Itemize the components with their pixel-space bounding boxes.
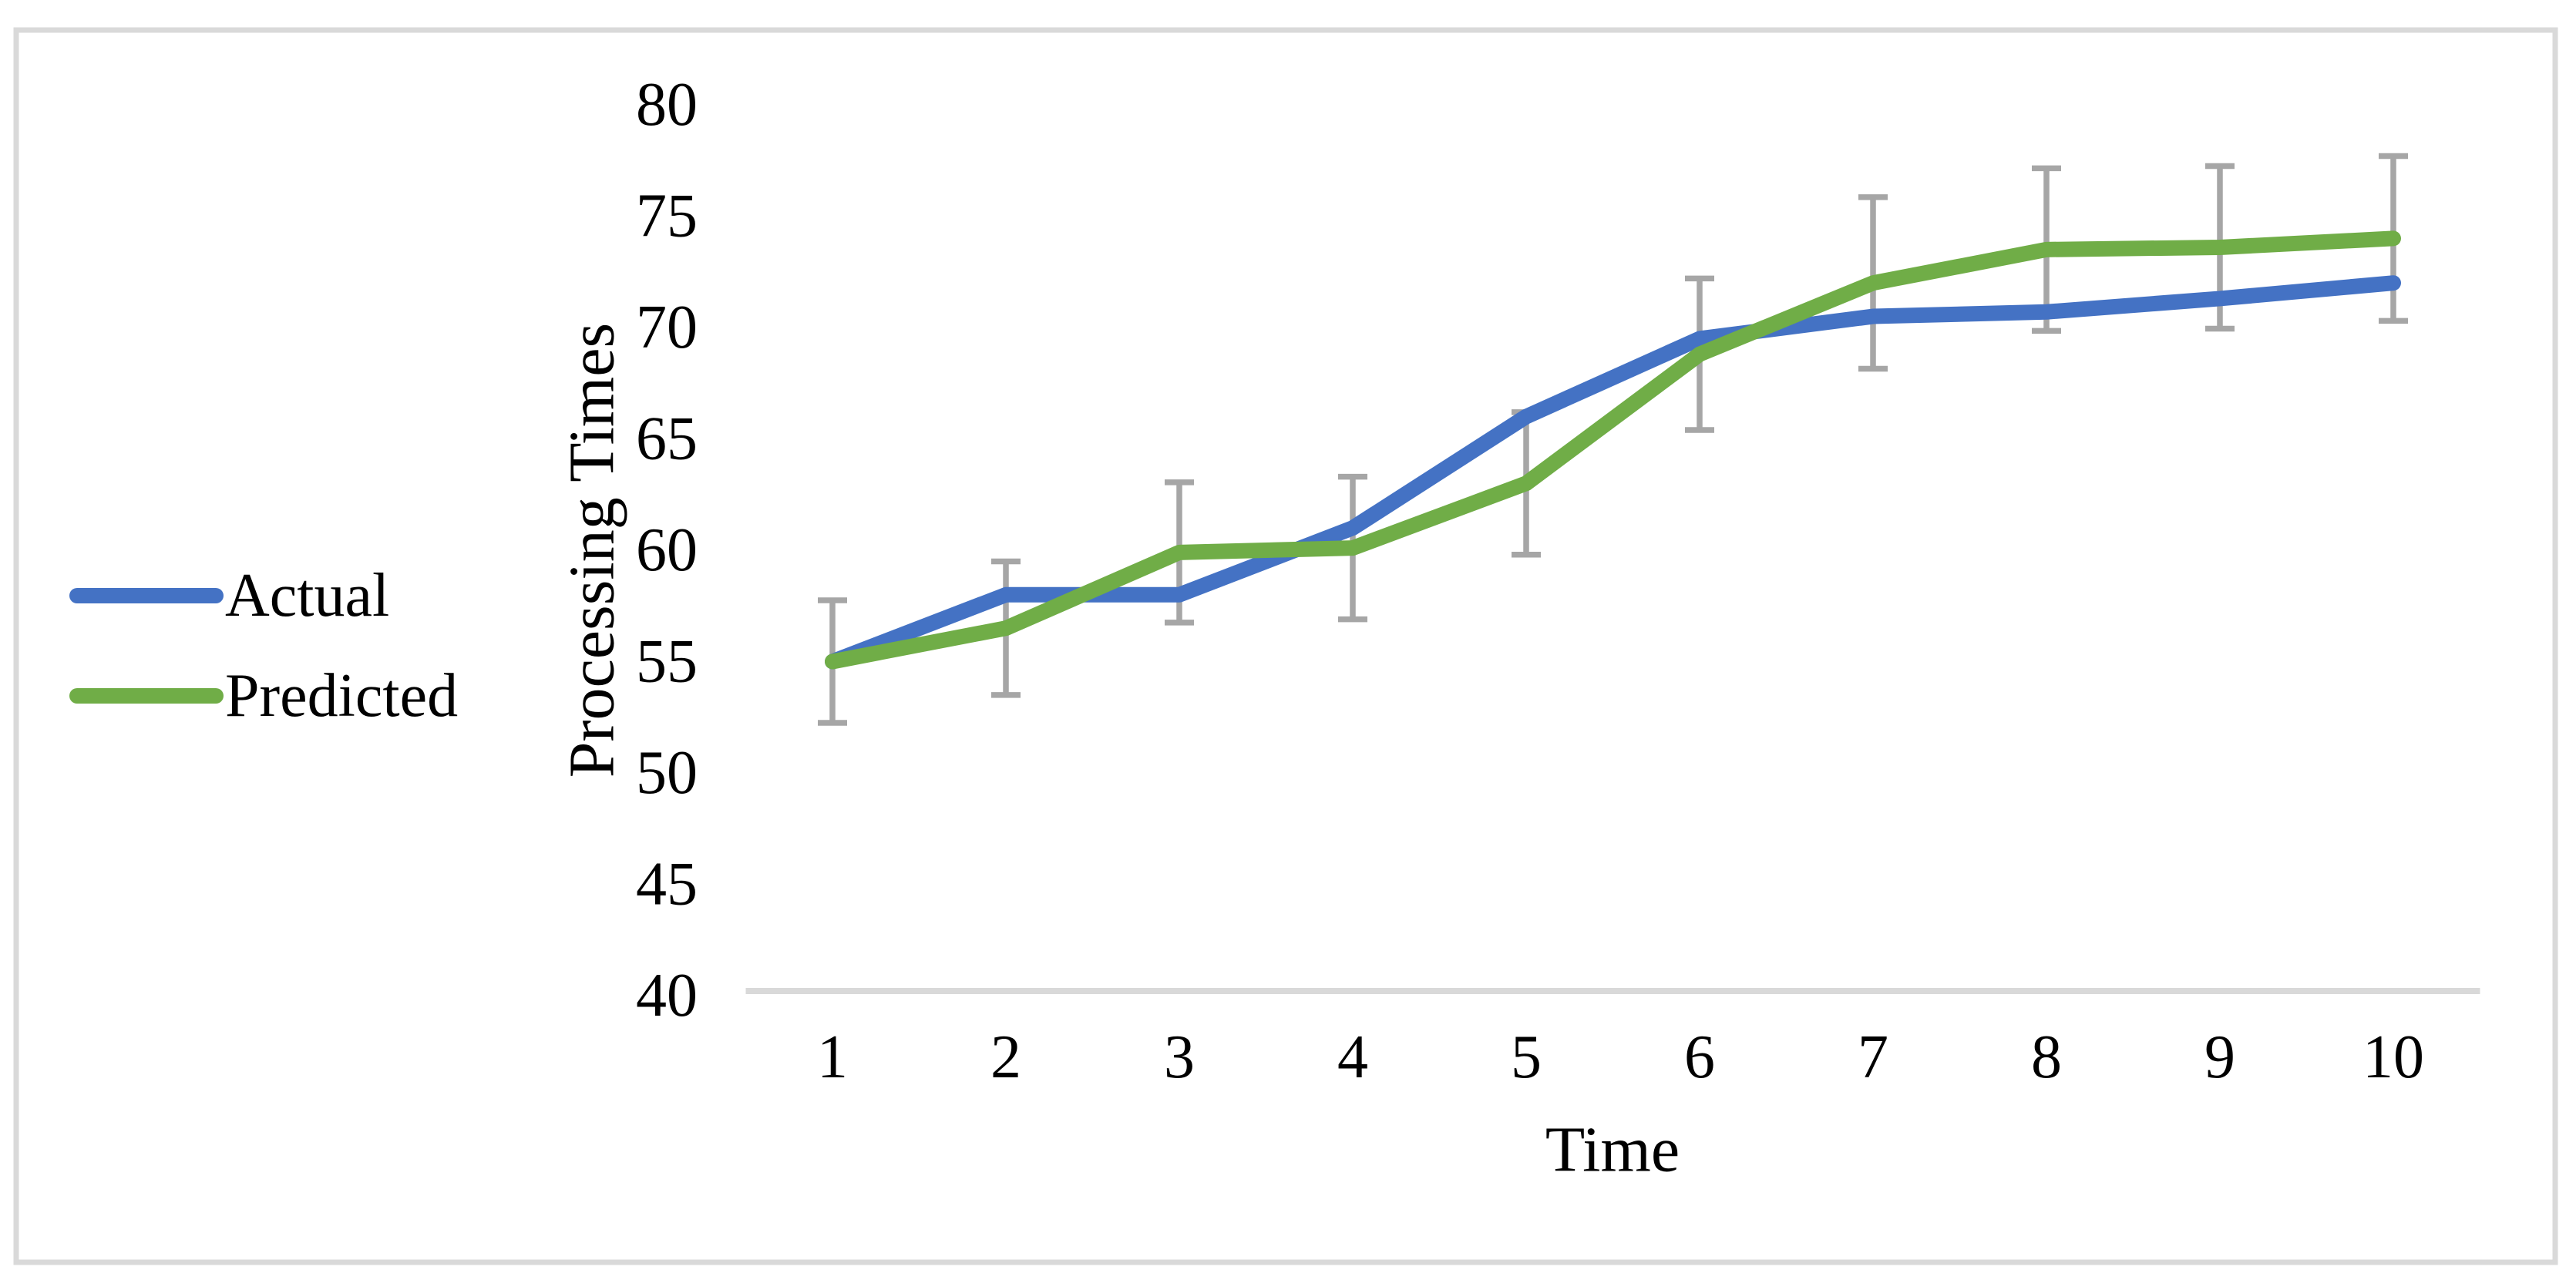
y-tick-label: 70 (636, 294, 698, 361)
y-tick-label: 40 (636, 962, 698, 1030)
legend-label-actual: Actual (225, 562, 389, 630)
x-tick-label: 2 (990, 1023, 1021, 1091)
y-axis-title: Processing Times (557, 323, 628, 778)
x-tick-label: 4 (1337, 1023, 1368, 1091)
legend-label-predicted: Predicted (225, 662, 458, 730)
x-tick-label: 10 (2362, 1023, 2424, 1091)
series-lines-group (825, 230, 2401, 670)
legend: Actual Predicted (69, 562, 458, 730)
x-axis-title: Time (1545, 1114, 1680, 1186)
x-tick-label: 1 (817, 1023, 848, 1091)
y-tick-label: 45 (636, 851, 698, 919)
series-line-predicted (825, 230, 2401, 670)
x-tick-label: 5 (1511, 1023, 1542, 1091)
y-tick-label: 80 (636, 71, 698, 139)
y-tick-label: 55 (636, 628, 698, 696)
x-tick-label: 8 (2031, 1023, 2062, 1091)
x-tick-label: 9 (2204, 1023, 2235, 1091)
y-tick-label: 60 (636, 516, 698, 584)
y-tick-label: 65 (636, 405, 698, 473)
y-tick-label: 75 (636, 183, 698, 250)
y-axis-tick-labels: 40 45 50 55 60 65 70 75 80 (636, 71, 698, 1030)
x-tick-label: 3 (1164, 1023, 1195, 1091)
chart-border (13, 27, 2558, 1265)
legend-item-predicted: Predicted (69, 662, 458, 730)
x-tick-label: 7 (1858, 1023, 1888, 1091)
x-tick-label: 6 (1684, 1023, 1715, 1091)
y-tick-label: 50 (636, 739, 698, 807)
legend-item-actual: Actual (69, 562, 389, 630)
x-axis-tick-labels: 1 2 3 4 5 6 7 8 9 10 (817, 1023, 2424, 1091)
